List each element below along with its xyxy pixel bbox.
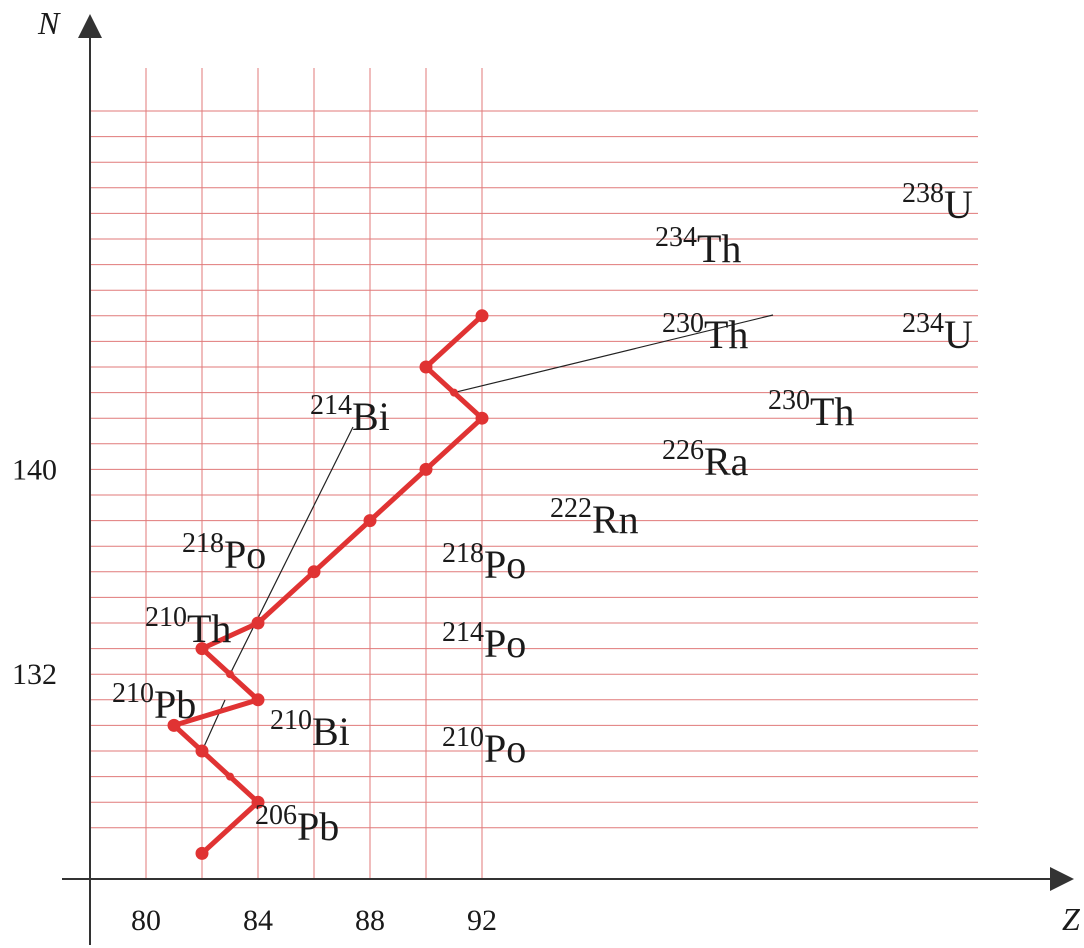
element-symbol: U bbox=[944, 182, 973, 227]
isotope-point bbox=[475, 411, 489, 425]
isotope-label: 234Th bbox=[655, 222, 741, 271]
x-tick-label: 84 bbox=[243, 904, 273, 937]
isotope-point bbox=[419, 360, 433, 374]
y-tick-label: 140 bbox=[12, 453, 57, 486]
isotope-label: 210Pb bbox=[112, 678, 196, 727]
element-symbol: Rn bbox=[592, 497, 639, 542]
isotope-point bbox=[195, 846, 209, 860]
isotope-point bbox=[195, 744, 209, 758]
isotope-point bbox=[226, 670, 234, 679]
mass-number: 210 bbox=[270, 705, 312, 736]
isotope-point bbox=[419, 462, 433, 476]
leader-lines bbox=[201, 314, 774, 752]
y-axis-label: N bbox=[37, 5, 61, 41]
isotope-point bbox=[251, 616, 265, 630]
element-symbol: Th bbox=[697, 226, 741, 271]
element-symbol: Po bbox=[484, 621, 526, 666]
isotope-label: 230Th bbox=[768, 385, 854, 434]
mass-number: 206 bbox=[255, 800, 297, 831]
element-symbol: Po bbox=[484, 726, 526, 771]
mass-number: 214 bbox=[310, 390, 352, 421]
element-symbol: Pb bbox=[154, 682, 196, 727]
isotope-point bbox=[251, 795, 265, 809]
mass-number: 230 bbox=[662, 308, 704, 339]
isotope-label: 210Th bbox=[145, 602, 231, 651]
element-symbol: Bi bbox=[352, 394, 390, 439]
element-symbol: Ra bbox=[704, 439, 749, 484]
leader-line bbox=[453, 314, 774, 394]
isotope-label: 234U bbox=[902, 308, 973, 357]
decay-chain-line bbox=[171, 313, 485, 856]
grid bbox=[90, 68, 978, 879]
isotope-label: 230Th bbox=[662, 308, 748, 357]
mass-number: 238 bbox=[902, 178, 944, 209]
x-tick-label: 88 bbox=[355, 904, 385, 937]
mass-number: 214 bbox=[442, 617, 484, 648]
isotope-point bbox=[167, 718, 181, 732]
isotope-point bbox=[226, 772, 234, 781]
mass-number: 218 bbox=[442, 538, 484, 569]
mass-number: 222 bbox=[550, 493, 592, 524]
element-symbol: Bi bbox=[312, 709, 350, 754]
element-symbol: U bbox=[944, 312, 973, 357]
mass-number: 218 bbox=[182, 528, 224, 559]
isotope-label: 210Po bbox=[442, 722, 526, 771]
mass-number: 230 bbox=[768, 385, 810, 416]
element-symbol: Th bbox=[704, 312, 748, 357]
y-tick-label: 132 bbox=[12, 658, 57, 691]
mass-number: 226 bbox=[662, 435, 704, 466]
axes: Z N bbox=[37, 5, 1081, 945]
mass-number: 234 bbox=[655, 222, 697, 253]
isotope-point bbox=[307, 565, 321, 579]
mass-number: 210 bbox=[145, 602, 187, 633]
x-tick-label: 80 bbox=[131, 904, 161, 937]
isotope-point bbox=[475, 309, 489, 323]
isotope-label: 214Bi bbox=[310, 390, 390, 439]
isotope-point bbox=[195, 642, 209, 656]
x-axis-label: Z bbox=[1062, 901, 1081, 937]
decay-chain-series bbox=[167, 309, 489, 860]
isotope-label: 226Ra bbox=[662, 435, 749, 484]
isotope-point bbox=[363, 514, 377, 528]
tick-labels: 80 84 88 92 132 140 bbox=[12, 453, 497, 937]
mass-number: 210 bbox=[442, 722, 484, 753]
leader-line bbox=[229, 426, 354, 675]
isotope-label: 218Po bbox=[442, 538, 526, 587]
isotope-label: 210Bi bbox=[270, 705, 350, 754]
isotope-label: 218Po bbox=[182, 528, 266, 577]
isotope-label: 222Rn bbox=[550, 493, 639, 542]
x-tick-label: 92 bbox=[467, 904, 497, 937]
isotope-label: 206Pb bbox=[255, 800, 339, 849]
isotope-label: 238U bbox=[902, 178, 973, 227]
isotope-point bbox=[450, 388, 458, 397]
isotope-point bbox=[251, 693, 265, 707]
element-symbol: Po bbox=[224, 532, 266, 577]
mass-number: 210 bbox=[112, 678, 154, 709]
element-symbol: Th bbox=[810, 389, 854, 434]
element-symbol: Po bbox=[484, 542, 526, 587]
mass-number: 234 bbox=[902, 308, 944, 339]
element-symbol: Th bbox=[187, 606, 231, 651]
element-symbol: Pb bbox=[297, 804, 339, 849]
isotope-label: 214Po bbox=[442, 617, 526, 666]
